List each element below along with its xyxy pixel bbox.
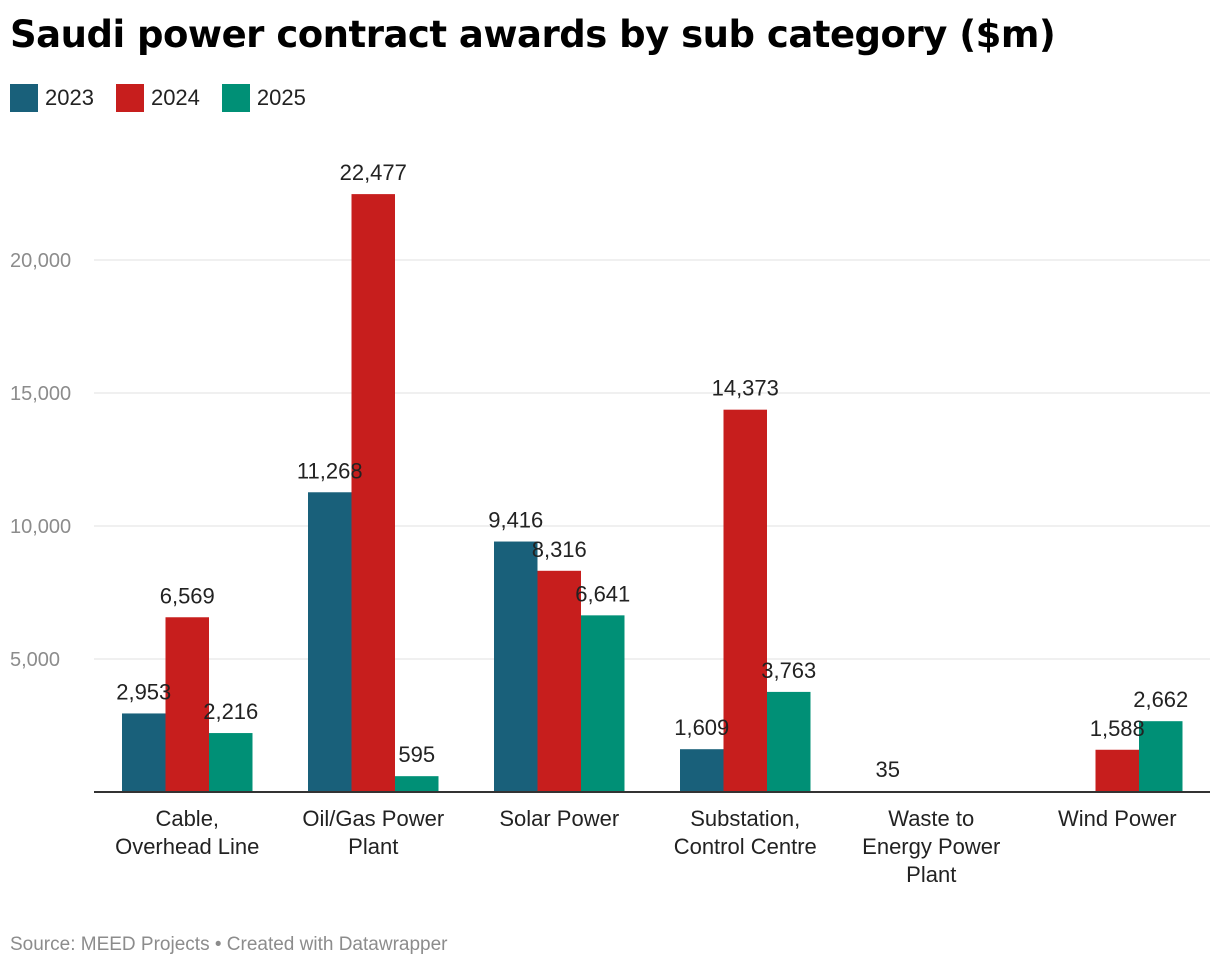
data-label: 2,216 — [203, 699, 258, 724]
bar — [1095, 749, 1139, 792]
data-label: 9,416 — [488, 508, 543, 533]
bar — [537, 570, 581, 792]
y-tick-label: 20,000 — [10, 250, 71, 272]
legend-label-2024: 2024 — [150, 85, 200, 110]
data-label: 8,316 — [532, 537, 587, 562]
bar — [494, 541, 538, 792]
data-label: 595 — [398, 742, 435, 767]
chart-title: Saudi power contract awards by sub categ… — [10, 13, 1056, 56]
x-tick-label: Oil/Gas Power — [302, 806, 444, 831]
data-label: 1,609 — [674, 715, 729, 740]
bar — [308, 492, 352, 792]
x-tick-label: Overhead Line — [115, 834, 259, 859]
data-label: 6,641 — [575, 581, 630, 606]
bar — [581, 615, 625, 792]
bar — [680, 749, 724, 792]
data-label: 2,662 — [1133, 687, 1188, 712]
data-label: 22,477 — [340, 160, 407, 185]
legend-item-2024: 2024 — [115, 84, 200, 112]
bar — [395, 776, 439, 792]
bar — [723, 409, 767, 792]
data-label: 3,763 — [761, 658, 816, 683]
data-label: 2,953 — [116, 679, 171, 704]
x-tick-label: Wind Power — [1058, 806, 1177, 831]
y-tick-label: 10,000 — [10, 516, 71, 538]
legend-swatch-2025 — [221, 84, 250, 112]
x-tick-label: Waste to — [888, 806, 974, 831]
x-tick-label: Energy Power — [862, 834, 1000, 859]
data-label: 14,373 — [712, 376, 779, 401]
x-tick-label: Plant — [906, 862, 956, 887]
legend-swatch-2024 — [115, 84, 144, 112]
y-tick-label: 5,000 — [10, 649, 60, 671]
x-tick-label: Substation, — [690, 806, 800, 831]
bar — [767, 691, 811, 792]
bar — [351, 194, 395, 792]
legend-label-2023: 2023 — [45, 85, 94, 110]
legend-item-2023: 2023 — [10, 84, 94, 112]
legend-item-2025: 2025 — [221, 84, 306, 112]
legend-label-2025: 2025 — [256, 85, 306, 110]
legend: 2023 2024 2025 — [10, 84, 306, 112]
x-tick-label: Control Centre — [674, 834, 817, 859]
y-tick-label: 15,000 — [10, 383, 71, 405]
data-label: 35 — [876, 757, 900, 782]
x-tick-label: Plant — [348, 834, 398, 859]
bar — [1139, 721, 1183, 792]
bar — [209, 733, 253, 792]
x-tick-label: Solar Power — [499, 806, 619, 831]
data-label: 11,268 — [297, 458, 363, 483]
bar — [122, 713, 166, 792]
data-label: 6,569 — [160, 583, 215, 608]
legend-swatch-2023 — [10, 84, 38, 112]
source-note: Source: MEED Projects • Created with Dat… — [10, 934, 448, 955]
data-label: 1,588 — [1090, 716, 1145, 741]
bar — [165, 617, 209, 792]
x-tick-label: Cable, — [155, 806, 219, 831]
